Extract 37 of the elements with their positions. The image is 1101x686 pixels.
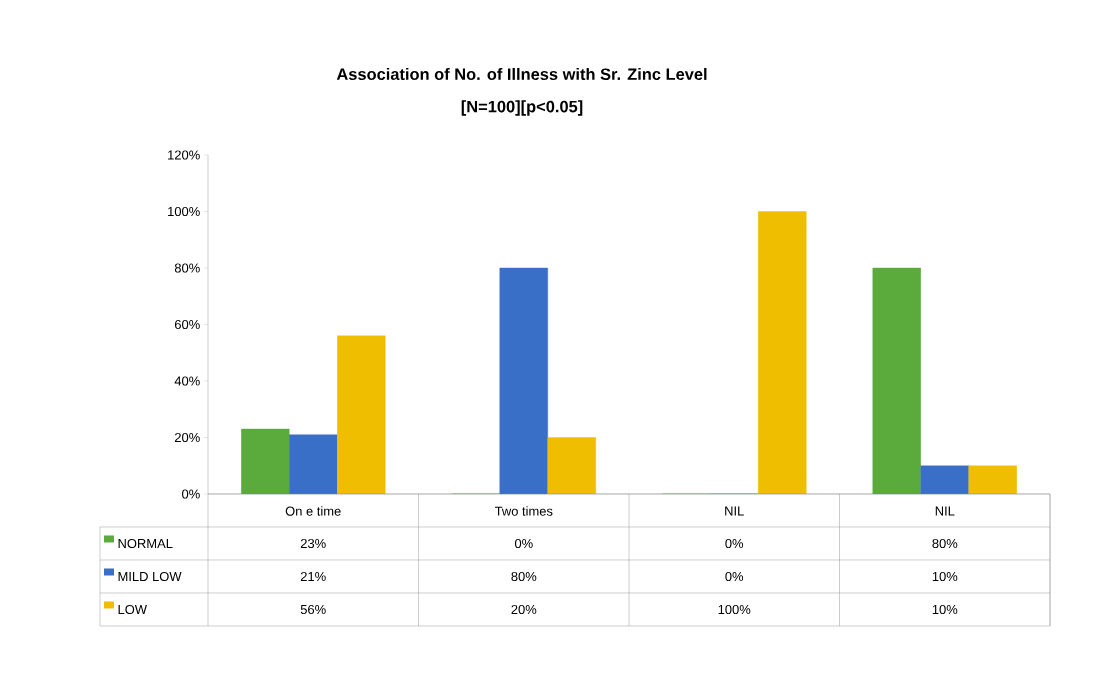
y-tick-label: 100% <box>168 206 200 217</box>
data-label: 20% <box>511 604 537 615</box>
chart-title: Association of No. of Illness with Sr. Zinc Level <box>336 67 707 81</box>
data-label: 56% <box>300 604 326 615</box>
bar <box>920 465 969 494</box>
data-label: 0% <box>725 538 744 549</box>
data-label: 23% <box>300 538 326 549</box>
data-label: 80% <box>932 538 958 549</box>
bar <box>547 437 596 494</box>
bar <box>968 465 1017 494</box>
legend-label: MILD LOW <box>118 571 182 582</box>
data-label: 10% <box>932 604 958 615</box>
legend-label: LOW <box>118 604 147 615</box>
data-label: 80% <box>511 571 537 582</box>
bar <box>758 211 807 494</box>
y-tick-label: 80% <box>174 263 200 273</box>
data-label: 21% <box>300 571 326 582</box>
data-label: 10% <box>932 571 958 582</box>
y-tick-label: 60% <box>174 319 200 330</box>
y-tick-label: 20% <box>174 432 200 443</box>
bar <box>872 267 921 494</box>
y-tick-label: 40% <box>174 376 200 386</box>
y-tick-label: 0% <box>182 489 200 499</box>
chart-subtitle: [N=100][p<0.05] <box>461 100 583 116</box>
data-label: 100% <box>718 604 751 615</box>
bar <box>241 428 290 494</box>
x-tick-label: NIL <box>725 506 744 516</box>
x-tick-label: Two times <box>494 506 553 516</box>
legend-label: NORMAL <box>118 538 173 549</box>
x-tick-label: NIL <box>935 506 955 516</box>
data-label: 0% <box>514 538 533 549</box>
bar <box>499 267 548 494</box>
y-tick-label: 120% <box>168 150 200 160</box>
bar <box>289 434 338 494</box>
data-label: 0% <box>725 571 744 582</box>
bar <box>337 335 386 494</box>
x-tick-label: On e time <box>285 506 341 516</box>
